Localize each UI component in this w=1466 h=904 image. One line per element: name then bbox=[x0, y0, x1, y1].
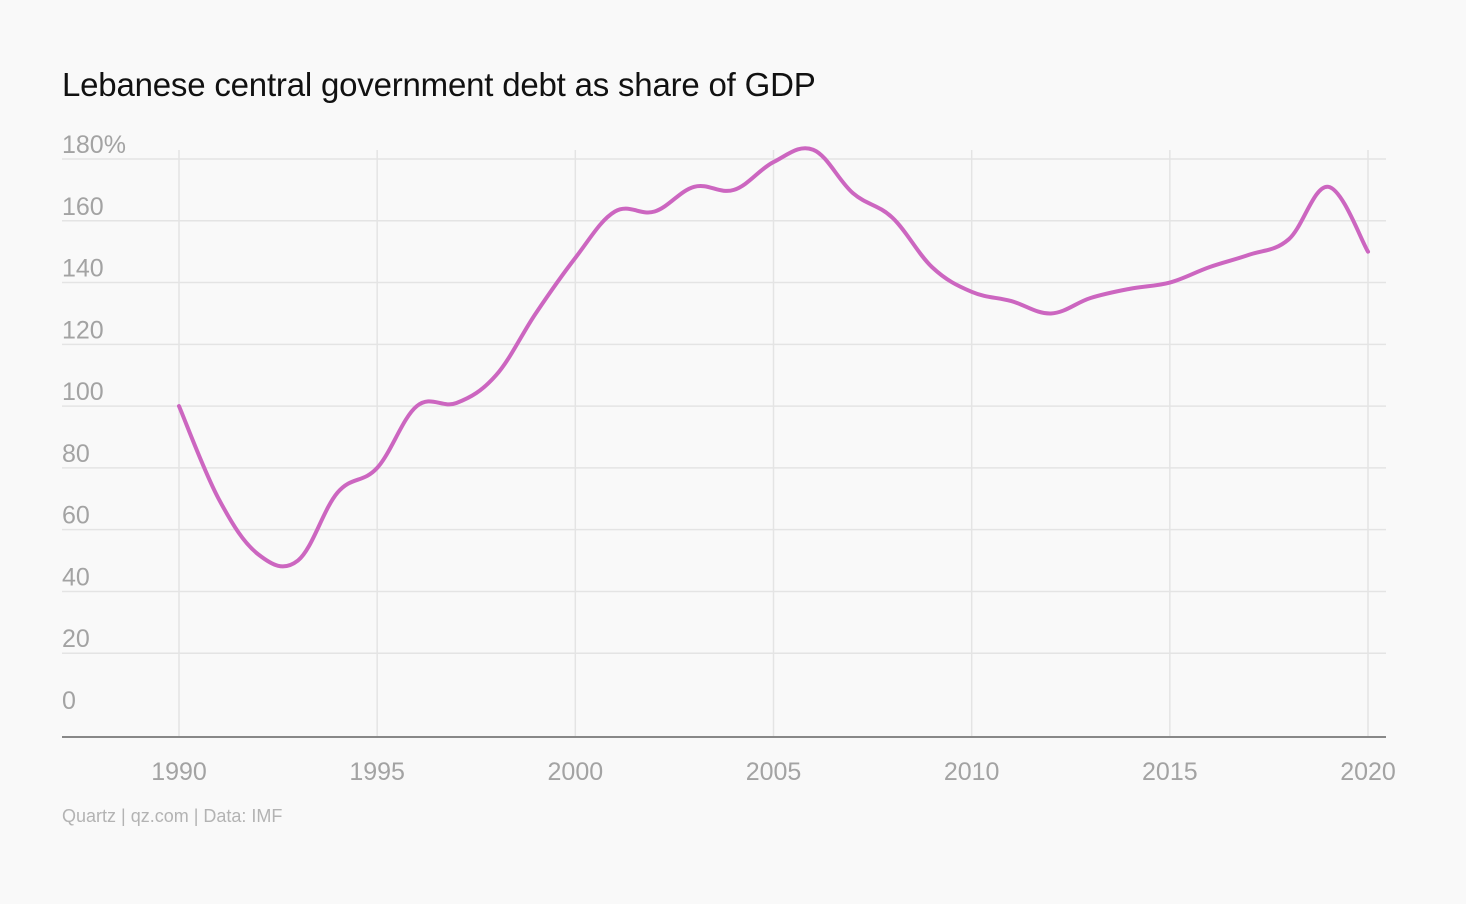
x-tick-label: 2010 bbox=[944, 758, 1000, 786]
y-tick-label: 80 bbox=[62, 440, 90, 468]
y-tick-label: 180% bbox=[62, 131, 126, 159]
x-tick-label: 2015 bbox=[1142, 758, 1198, 786]
y-gridlines bbox=[62, 158, 1386, 654]
y-tick-label: 0 bbox=[62, 687, 76, 715]
y-tick-label: 140 bbox=[62, 255, 104, 283]
y-tick-label: 60 bbox=[62, 502, 90, 530]
x-tick-label: 1995 bbox=[349, 758, 405, 786]
x-tick-label: 2020 bbox=[1340, 758, 1396, 786]
y-tick-label: 20 bbox=[62, 625, 90, 653]
series-group bbox=[177, 146, 1370, 569]
y-tick-label: 120 bbox=[62, 316, 104, 344]
chart-title: Lebanese central government debt as shar… bbox=[62, 66, 816, 103]
series-line bbox=[177, 146, 1370, 569]
x-gridlines bbox=[178, 150, 1369, 737]
x-tick-label: 1990 bbox=[151, 758, 207, 786]
x-tick-label: 2000 bbox=[548, 758, 604, 786]
y-tick-label: 160 bbox=[62, 193, 104, 221]
y-tick-label: 40 bbox=[62, 563, 90, 591]
x-tick-labels: 1990 1995 2000 2005 2010 2015 2020 bbox=[151, 758, 1396, 786]
y-tick-labels: 0 20 40 60 80 100 120 140 160 180% bbox=[62, 131, 126, 715]
source-note: Quartz | qz.com | Data: IMF bbox=[62, 806, 283, 826]
y-tick-label: 100 bbox=[62, 378, 104, 406]
x-tick-label: 2005 bbox=[746, 758, 802, 786]
